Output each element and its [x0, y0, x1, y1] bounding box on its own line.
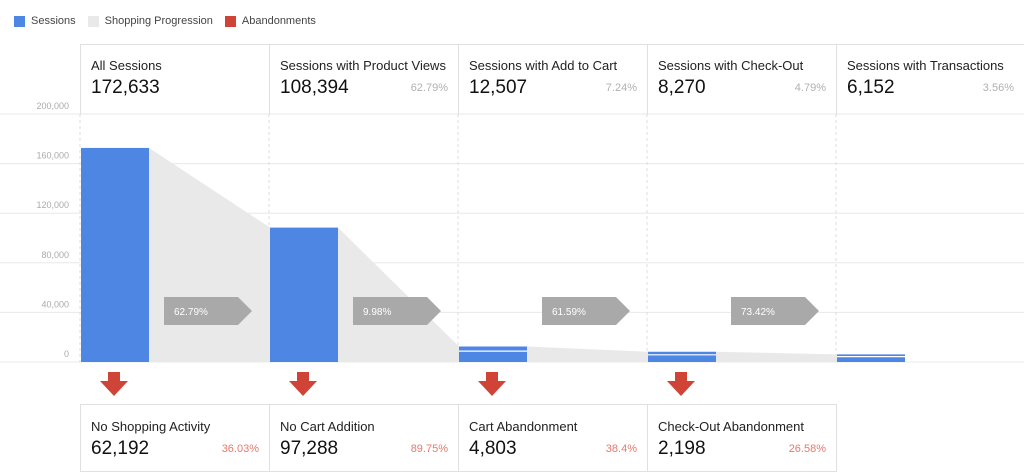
- stage-pct: 7.24%: [605, 82, 637, 94]
- legend-swatch-abandonments: [224, 15, 236, 27]
- abandon-label: Cart Abandonment: [469, 419, 578, 434]
- legend-swatch-sessions: [14, 15, 25, 27]
- session-bar: [648, 351, 716, 362]
- abandon-card-check-out[interactable]: Check-Out Abandonment 2,198 26.58%: [647, 404, 837, 472]
- progression-area: [527, 346, 648, 362]
- stage-card-all-sessions[interactable]: All Sessions 172,633: [80, 44, 269, 114]
- stage-card-product-views[interactable]: Sessions with Product Views 108,394 62.7…: [269, 44, 458, 114]
- stage-label: Sessions with Add to Cart: [469, 58, 618, 73]
- abandon-card-cart[interactable]: Cart Abandonment 4,803 38.4%: [458, 404, 647, 472]
- legend-item-sessions[interactable]: Sessions: [14, 15, 76, 27]
- legend-label-sessions: Sessions: [31, 15, 76, 27]
- stage-card-transactions[interactable]: Sessions with Transactions 6,152 3.56%: [836, 44, 1024, 114]
- abandonment-arrow-icon: [667, 372, 695, 396]
- abandon-value: 4,803: [469, 438, 517, 459]
- conversion-rate-label: 9.98%: [363, 307, 391, 318]
- abandon-pct: 38.4%: [605, 443, 637, 455]
- abandonment-arrow-icon: [478, 372, 506, 396]
- stage-label: Sessions with Transactions: [847, 58, 1004, 73]
- y-tick-label: 160,000: [36, 151, 69, 161]
- abandon-card-no-shopping[interactable]: No Shopping Activity 62,192 36.03%: [80, 404, 269, 472]
- abandon-pct: 89.75%: [410, 443, 448, 455]
- legend: Sessions Shopping Progression Abandonmen…: [14, 12, 328, 30]
- progression-area: [716, 351, 837, 362]
- stage-pct: 62.79%: [410, 82, 448, 94]
- session-bar: [270, 227, 338, 362]
- abandon-label: No Cart Addition: [280, 419, 375, 434]
- abandonment-arrow-icon: [289, 372, 317, 396]
- stage-label: Sessions with Product Views: [280, 58, 446, 73]
- stage-value: 12,507: [469, 77, 528, 98]
- stage-value: 172,633: [91, 77, 160, 98]
- abandon-pct: 26.58%: [788, 443, 826, 455]
- y-tick-label: 200,000: [36, 101, 69, 111]
- abandon-label: Check-Out Abandonment: [658, 419, 804, 434]
- stage-label: Sessions with Check-Out: [658, 58, 804, 73]
- legend-swatch-progression: [87, 15, 99, 27]
- abandonment-arrow-icon: [100, 372, 128, 396]
- session-bar: [81, 147, 149, 362]
- stage-value: 6,152: [847, 77, 895, 98]
- conversion-rate-label: 62.79%: [174, 307, 208, 318]
- progression-area: [338, 227, 459, 362]
- header-top-border: [80, 44, 1024, 45]
- progression-area: [149, 147, 270, 362]
- y-tick-label: 0: [64, 349, 69, 359]
- legend-label-progression: Shopping Progression: [104, 15, 213, 27]
- abandon-value: 62,192: [91, 438, 150, 459]
- stage-label: All Sessions: [91, 58, 162, 73]
- conversion-rate-label: 73.42%: [741, 307, 775, 318]
- abandon-card-no-cart[interactable]: No Cart Addition 97,288 89.75%: [269, 404, 458, 472]
- legend-item-abandonments[interactable]: Abandonments: [224, 15, 316, 27]
- stage-pct: 3.56%: [982, 82, 1014, 94]
- stage-card-check-out[interactable]: Sessions with Check-Out 8,270 4.79%: [647, 44, 836, 114]
- legend-label-abandonments: Abandonments: [241, 15, 316, 27]
- conversion-arrow: [164, 297, 252, 325]
- y-tick-label: 40,000: [41, 299, 69, 309]
- conversion-rate-label: 61.59%: [552, 307, 586, 318]
- conversion-arrow: [542, 297, 630, 325]
- stage-pct: 4.79%: [794, 82, 826, 94]
- stage-value: 8,270: [658, 77, 706, 98]
- stage-card-add-to-cart[interactable]: Sessions with Add to Cart 12,507 7.24%: [458, 44, 647, 114]
- abandon-value: 2,198: [658, 438, 706, 459]
- abandon-value: 97,288: [280, 438, 339, 459]
- legend-item-progression[interactable]: Shopping Progression: [87, 15, 213, 27]
- stage-value: 108,394: [280, 77, 349, 98]
- conversion-arrow: [353, 297, 441, 325]
- abandon-label: No Shopping Activity: [91, 419, 211, 434]
- session-bar: [837, 354, 905, 362]
- y-tick-label: 80,000: [41, 250, 69, 260]
- conversion-arrow: [731, 297, 819, 325]
- session-bar: [459, 346, 527, 362]
- abandon-pct: 36.03%: [221, 443, 259, 455]
- y-tick-label: 120,000: [36, 200, 69, 210]
